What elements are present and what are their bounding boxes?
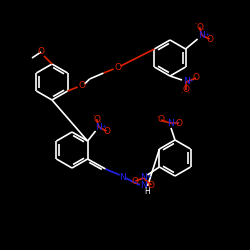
- Text: -: -: [137, 182, 140, 186]
- Text: -: -: [157, 114, 159, 119]
- Text: -: -: [188, 90, 190, 96]
- Text: +: +: [147, 174, 152, 178]
- Text: +: +: [204, 32, 209, 38]
- Text: O: O: [132, 176, 139, 186]
- Text: O: O: [176, 118, 182, 128]
- Text: O: O: [158, 116, 164, 124]
- Text: -: -: [194, 22, 197, 26]
- Text: O: O: [103, 126, 110, 136]
- Text: N: N: [166, 118, 173, 128]
- Text: O: O: [93, 114, 100, 124]
- Text: N: N: [140, 174, 147, 182]
- Text: -: -: [163, 120, 165, 126]
- Text: O: O: [114, 62, 121, 72]
- Text: N: N: [95, 122, 102, 132]
- Text: N: N: [119, 172, 126, 182]
- Text: N: N: [182, 78, 190, 86]
- Text: H: H: [145, 186, 150, 196]
- Text: -: -: [98, 120, 101, 124]
- Text: N: N: [198, 30, 205, 40]
- Text: +: +: [188, 78, 194, 82]
- Text: O: O: [192, 74, 200, 82]
- Text: -: -: [130, 180, 132, 186]
- Text: -: -: [202, 28, 204, 32]
- Text: -: -: [92, 114, 95, 118]
- Text: -: -: [181, 90, 183, 96]
- Text: O: O: [206, 34, 213, 43]
- Text: O: O: [148, 180, 155, 190]
- Text: O: O: [78, 80, 85, 90]
- Text: +: +: [101, 124, 106, 130]
- Text: +: +: [174, 120, 178, 126]
- Text: O: O: [182, 86, 190, 94]
- Text: O: O: [196, 22, 203, 32]
- Text: O: O: [38, 48, 44, 56]
- Text: N: N: [140, 180, 147, 190]
